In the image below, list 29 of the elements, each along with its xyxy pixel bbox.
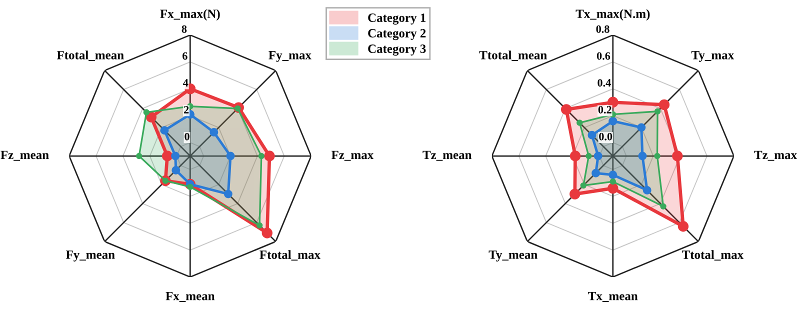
spoke-label: Ftotal_max <box>260 250 320 261</box>
y-tick-label: 0.4 <box>598 79 611 87</box>
spoke-label: Ty_max <box>691 51 734 62</box>
y-tick-label: 6 <box>182 52 188 60</box>
y-tick-label: 0.6 <box>596 52 610 60</box>
y-tick-label: 0.0 <box>599 132 612 140</box>
legend-label: Category 3 <box>368 44 426 56</box>
spoke-label: Ttotal_mean <box>479 50 547 61</box>
spoke-label: Tz_max <box>754 150 797 161</box>
spoke-label: Fz_max <box>331 150 374 161</box>
spoke-label: Fz_mean <box>0 150 49 161</box>
y-tick-label: 8 <box>182 25 187 33</box>
spoke-label: Fx_mean <box>166 292 215 302</box>
spoke-label: Ty_mean <box>488 250 538 262</box>
y-tick-label: 0.8 <box>596 25 610 33</box>
y-tick-label: 4 <box>183 79 188 86</box>
spoke-label: Ftotal_mean <box>56 50 124 61</box>
spoke-label: Fy_max <box>268 51 312 62</box>
spoke-label: Tx_mean <box>588 292 638 302</box>
spoke-label: Ttotal_max <box>682 250 744 261</box>
spoke-label: Fy_mean <box>66 250 115 262</box>
y-tick-label: 0.2 <box>598 106 612 114</box>
spoke-label: Fx_max(N) <box>160 9 220 21</box>
spoke-label: Tz_mean <box>422 150 472 161</box>
legend-label: Category 2 <box>368 29 426 40</box>
y-tick-label: 2 <box>184 106 189 114</box>
legend-label: Category 1 <box>368 14 426 25</box>
y-tick-label: 0 <box>184 132 190 140</box>
spoke-label: Tx_max(N.m) <box>576 9 650 21</box>
